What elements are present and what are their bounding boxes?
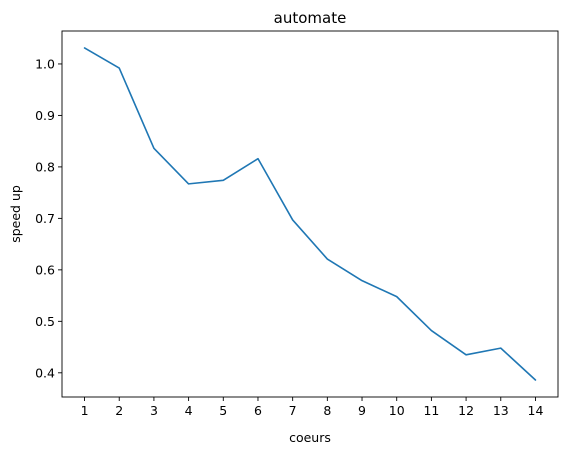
y-axis-label: speed up <box>8 185 23 243</box>
y-tick-label: 0.9 <box>35 108 55 123</box>
x-tick-label: 1 <box>81 403 89 418</box>
x-tick-label: 8 <box>323 403 331 418</box>
y-tick-label: 0.6 <box>35 262 55 277</box>
y-tick-label: 0.5 <box>35 314 55 329</box>
x-axis-label: coeurs <box>289 430 331 445</box>
plot-area <box>62 31 558 397</box>
y-tick-label: 0.7 <box>35 211 55 226</box>
x-tick-label: 6 <box>254 403 262 418</box>
x-tick-label: 12 <box>458 403 474 418</box>
series-line <box>83 47 537 381</box>
x-tick-label: 9 <box>358 403 366 418</box>
chart-title: automate <box>274 9 347 27</box>
x-tick-label: 4 <box>185 403 193 418</box>
y-ticks: 0.4 0.5 0.6 0.7 0.8 0.9 1.0 <box>35 56 62 380</box>
x-tick-label: 10 <box>389 403 405 418</box>
x-tick-label: 2 <box>115 403 123 418</box>
x-tick-label: 14 <box>528 403 544 418</box>
x-tick-label: 7 <box>289 403 297 418</box>
x-tick-label: 5 <box>219 403 227 418</box>
x-ticks: 1 2 3 4 5 6 7 8 9 10 11 12 13 14 <box>81 397 544 418</box>
x-tick-label: 3 <box>150 403 158 418</box>
plot-frame <box>61 30 559 398</box>
y-tick-label: 0.4 <box>35 365 55 380</box>
data-points <box>84 47 536 381</box>
y-tick-label: 1.0 <box>35 56 55 71</box>
y-tick-label: 0.8 <box>35 159 55 174</box>
x-tick-label: 13 <box>493 403 509 418</box>
x-tick-label: 11 <box>423 403 439 418</box>
